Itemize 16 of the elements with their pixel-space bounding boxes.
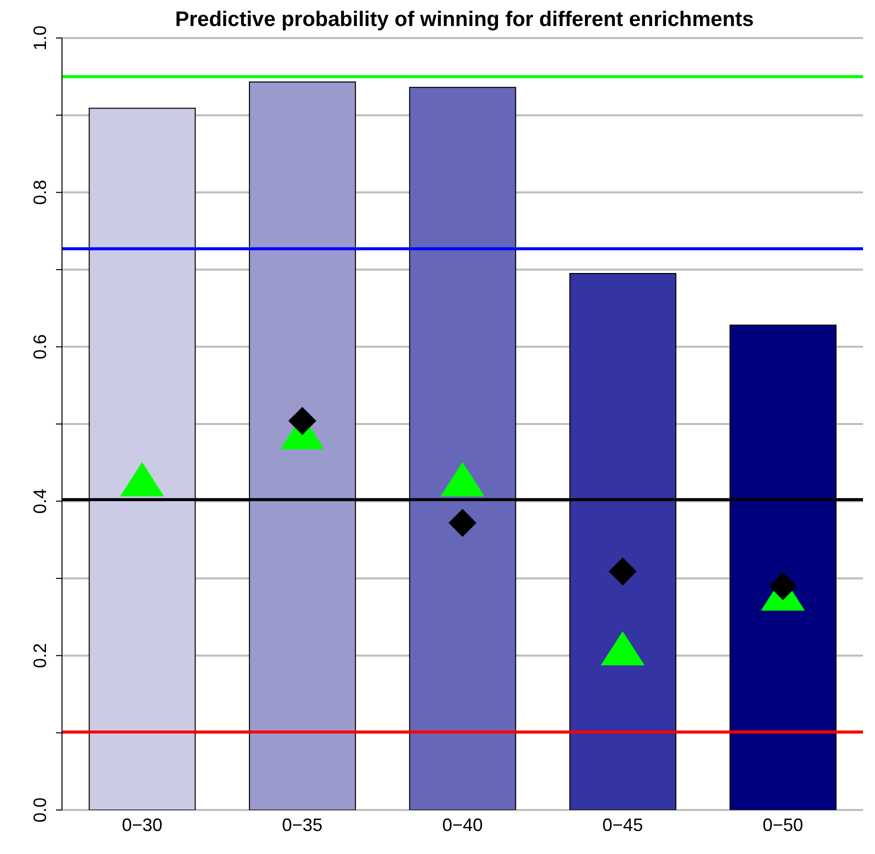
y-tick-label: 0.2 xyxy=(30,643,50,668)
x-tick-label: 0−50 xyxy=(762,814,804,835)
x-tick-label: 0−30 xyxy=(122,814,162,835)
point xyxy=(440,462,484,496)
point xyxy=(288,406,316,435)
y-tick-label: 0.4 xyxy=(30,488,50,514)
point xyxy=(120,462,164,496)
y-tick-label: 1.0 xyxy=(30,25,50,51)
point xyxy=(600,631,645,666)
x-tick-label: 0−35 xyxy=(282,814,323,835)
chart-title: Predictive probability of winning for different enrichments xyxy=(174,8,755,32)
y-tick-label: 0.0 xyxy=(30,797,50,823)
y-tick-label: 0.8 xyxy=(30,180,50,205)
y-tick-label: 0.6 xyxy=(30,334,50,360)
x-tick-label: 0−45 xyxy=(602,814,643,835)
x-tick-label: 0−40 xyxy=(442,814,483,835)
